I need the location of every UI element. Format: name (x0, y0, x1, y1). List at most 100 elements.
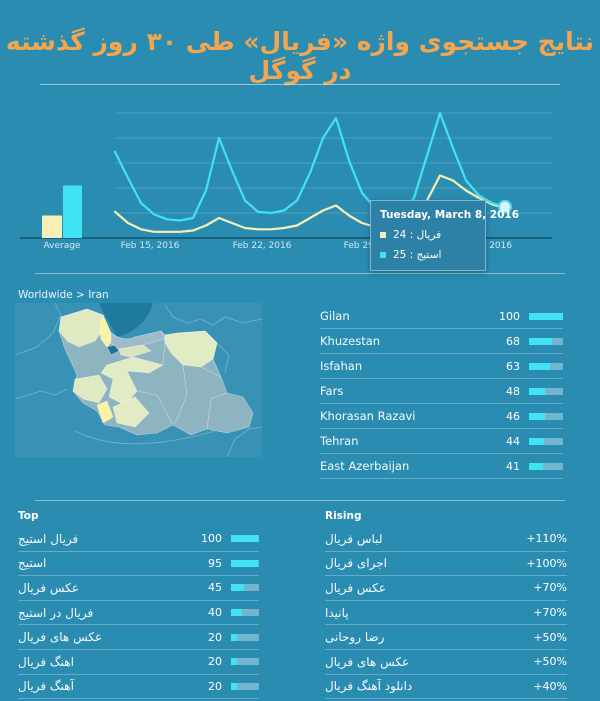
title-divider (40, 84, 560, 85)
tooltip-series-value: فریال : 24 (393, 229, 442, 241)
region-row[interactable]: Tehran 44 (320, 429, 563, 454)
row-value: 46 (506, 409, 520, 423)
query-term: پانیدا (325, 605, 349, 620)
rising-queries-list: Rising لباس فریال +110% اجرای فریال +100% عک… (325, 508, 567, 700)
internal-borders (136, 338, 228, 430)
row-value: 40 (208, 606, 222, 620)
query-term: عکس های فریال (325, 654, 410, 669)
value-bar (231, 682, 259, 690)
row-value: 100 (499, 309, 520, 323)
caspian-sea (99, 303, 153, 337)
province-semnan (118, 344, 152, 358)
region-name: Khuzestan (320, 334, 381, 348)
row-value: +50% (533, 630, 567, 644)
row-value: 95 (208, 556, 222, 570)
tooltip-series-swatch-icon (380, 252, 386, 258)
tooltip-series-row: فریال : 24 (380, 229, 476, 241)
value-bar (529, 337, 563, 345)
row-value: +50% (533, 655, 567, 669)
top-query-row[interactable]: فریال در استیج 40 (18, 601, 259, 626)
neighbor-borders (15, 303, 262, 457)
tooltip-series-swatch-icon (380, 232, 386, 238)
row-value: +70% (533, 581, 567, 595)
value-bar (231, 609, 259, 617)
row-value: 41 (506, 459, 520, 473)
value-bar (529, 462, 563, 470)
chart-map-divider (35, 273, 565, 274)
query-term: فریال استیج (18, 531, 79, 546)
rising-query-row[interactable]: اجرای فریال +100% (325, 552, 567, 577)
province-bushehr (96, 400, 114, 424)
value-bar (529, 312, 563, 320)
query-term: اهنگ فریال (18, 654, 74, 669)
top-query-row[interactable]: فریال استیج 100 (18, 527, 259, 552)
rising-query-row[interactable]: پانیدا +70% (325, 601, 567, 626)
query-term: عکس فریال (18, 580, 79, 595)
region-name: Khorasan Razavi (320, 409, 416, 423)
region-name: East Azerbaijan (320, 459, 410, 473)
rising-query-row[interactable]: رضا روحانی +50% (325, 625, 567, 650)
row-value: 48 (506, 384, 520, 398)
value-bar (231, 535, 259, 543)
series-line-feryal (113, 174, 507, 233)
series-line-stage (113, 111, 507, 222)
top-query-row[interactable]: آهنگ فریال 20 (18, 675, 259, 700)
series-endpoint-dot (498, 199, 512, 214)
average-bar-stage (63, 185, 82, 238)
province-khorasan-razavi (164, 330, 218, 368)
top-query-row[interactable]: استیج 95 (18, 552, 259, 577)
row-value: 45 (208, 581, 222, 595)
province-northwest (58, 308, 106, 348)
region-name: Tehran (320, 434, 359, 448)
query-term: فریال در استیج (18, 605, 94, 620)
region-row[interactable]: Khorasan Razavi 46 (320, 404, 563, 429)
iran-choropleth-map[interactable] (15, 303, 262, 457)
region-name: Isfahan (320, 359, 363, 373)
row-value: 68 (506, 334, 520, 348)
query-term: آهنگ فریال (18, 679, 74, 694)
value-bar (231, 633, 259, 641)
page-title: نتایج جستجوی واژه «فریال» طی ۳۰ روز گذشت… (5, 27, 595, 85)
query-term: استیج (18, 556, 47, 571)
region-row[interactable]: Gilan 100 (320, 304, 563, 329)
region-name: Fars (320, 384, 344, 398)
regions-list: Gilan 100 Khuzestan 68 Isfahan 63 Fars 48 Khoras… (320, 304, 563, 479)
province-fars (112, 396, 150, 428)
query-term: دانلود آهنگ فریال (325, 679, 413, 694)
query-term: عکس های فریال (18, 630, 103, 645)
region-row[interactable]: East Azerbaijan 41 (320, 454, 563, 479)
average-axis-label: Average (43, 241, 81, 251)
row-value: 20 (208, 655, 222, 669)
x-axis-tick-label: Feb 22, 2016 (232, 241, 292, 251)
region-row[interactable]: Isfahan 63 (320, 354, 563, 379)
province-khuzestan (72, 374, 108, 404)
rising-query-row[interactable]: عکس های فریال +50% (325, 650, 567, 675)
rising-query-row[interactable]: عکس فریال +70% (325, 576, 567, 601)
region-row[interactable]: Fars 48 (320, 379, 563, 404)
row-value: 63 (506, 359, 520, 373)
top-query-row[interactable]: عکس های فریال 20 (18, 625, 259, 650)
tooltip-date: Tuesday, March 8, 2016 (380, 209, 520, 221)
trend-line-chart[interactable] (0, 90, 600, 258)
top-query-row[interactable]: اهنگ فریال 20 (18, 650, 259, 675)
rising-list-header: Rising (325, 510, 362, 522)
query-term: لباس فریال (325, 531, 383, 546)
province-tehran (106, 344, 120, 356)
value-bar (529, 437, 563, 445)
region-row[interactable]: Khuzestan 68 (320, 329, 563, 354)
top-query-row[interactable]: عکس فریال 45 (18, 576, 259, 601)
average-bar-feryal (42, 215, 62, 238)
chart-tooltip: Tuesday, March 8, 2016 فریال : 24 استیج :… (370, 200, 520, 271)
rising-query-row[interactable]: دانلود آهنگ فریال +40% (325, 675, 567, 700)
value-bar (529, 387, 563, 395)
rising-query-row[interactable]: لباس فریال +110% (325, 527, 567, 552)
chart-gridlines (115, 112, 552, 214)
value-bar (231, 584, 259, 592)
row-value: 44 (506, 434, 520, 448)
top-list-header: Top (18, 510, 39, 522)
region-name: Gilan (320, 309, 350, 323)
breadcrumb[interactable]: Worldwide > Iran (18, 289, 109, 301)
value-bar (529, 362, 563, 370)
value-bar (231, 559, 259, 567)
